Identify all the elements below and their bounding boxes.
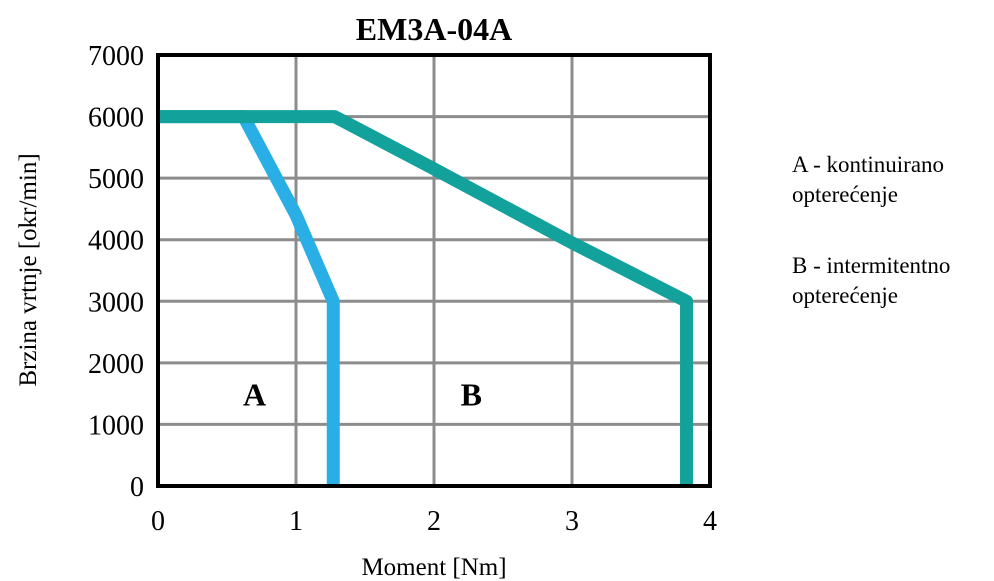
region-label-a: A bbox=[243, 377, 266, 413]
series-group bbox=[158, 110, 694, 486]
x-axis-label: Moment [Nm] bbox=[361, 554, 506, 581]
y-tick-label: 7000 bbox=[88, 41, 144, 72]
plot-frame bbox=[156, 53, 712, 488]
chart-title: EM3A-04A bbox=[356, 11, 512, 47]
x-tick-label: 1 bbox=[289, 506, 303, 537]
y-axis-label: Brzina vrtnje [okr/min] bbox=[15, 153, 42, 386]
x-tick-label: 3 bbox=[565, 506, 579, 537]
legend-b-line1: B - intermitentno bbox=[792, 253, 951, 278]
y-tick-label: 4000 bbox=[88, 226, 144, 257]
x-tick-label: 0 bbox=[151, 506, 165, 537]
y-tick-label: 1000 bbox=[88, 410, 144, 441]
y-tick-label: 0 bbox=[130, 472, 144, 503]
y-tick-label: 2000 bbox=[88, 349, 144, 380]
legend-a-line1: A - kontinuirano bbox=[792, 152, 945, 177]
legend-entry-a: A - kontinuirano opterećenje bbox=[792, 150, 944, 210]
y-tick-labels: 0 1000 2000 3000 4000 5000 6000 7000 bbox=[88, 41, 144, 503]
x-tick-label: 4 bbox=[703, 506, 717, 537]
legend-b-line2: opterećenje bbox=[792, 283, 898, 308]
y-tick-label: 6000 bbox=[88, 103, 144, 134]
y-tick-label: 5000 bbox=[88, 164, 144, 195]
legend-entry-b: B - intermitentno opterećenje bbox=[792, 251, 950, 311]
y-tick-label: 3000 bbox=[88, 287, 144, 318]
region-label-b: B bbox=[461, 377, 482, 413]
series-line-b bbox=[158, 110, 694, 486]
x-tick-labels: 0 1 2 3 4 bbox=[151, 506, 717, 537]
legend-a-line2: opterećenje bbox=[792, 182, 898, 207]
x-tick-label: 2 bbox=[427, 506, 441, 537]
